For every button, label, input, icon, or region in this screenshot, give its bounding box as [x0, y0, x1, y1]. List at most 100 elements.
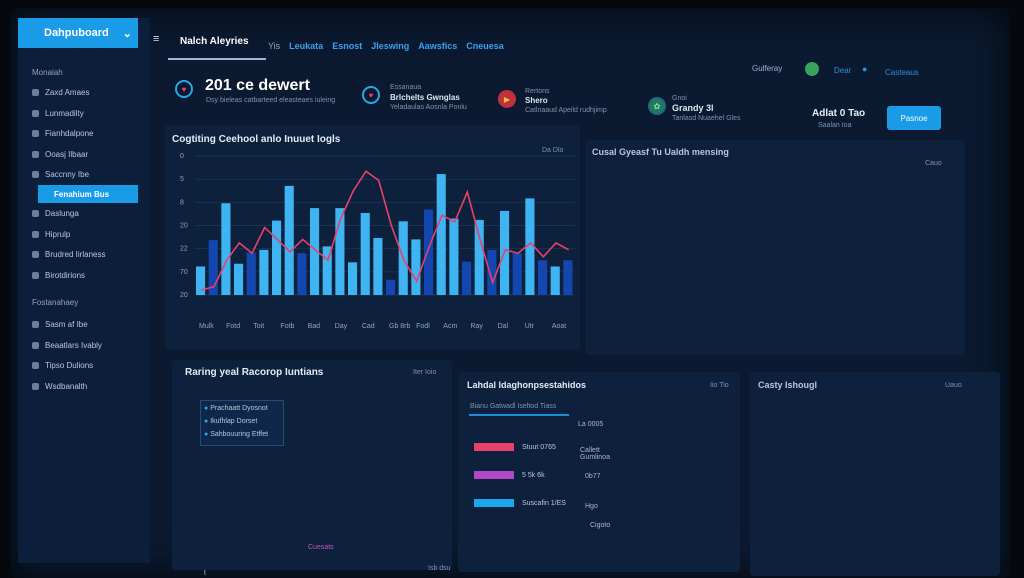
play-icon: ▶ [498, 90, 516, 108]
slice-label: Callett Gumlinoa [580, 447, 610, 461]
nav-link[interactable]: Aawsfics [418, 41, 458, 51]
x-tick-label: Ray [470, 323, 483, 330]
avatar[interactable] [805, 62, 819, 76]
sidebar-item[interactable]: Fianhdalpone [32, 129, 93, 138]
globe-icon [32, 271, 39, 279]
sidebar-item-label: Hiprulp [45, 229, 71, 239]
nav-link[interactable]: Yis [268, 41, 281, 51]
dashboard-selector[interactable]: Dahpuboard ⌄ [18, 18, 138, 48]
progress-underline [469, 414, 569, 416]
bar [373, 238, 383, 295]
bar [297, 253, 307, 295]
x-tick-label: Gb 8rb [389, 323, 411, 330]
y-tick-label: 22 [180, 246, 188, 253]
triangle-icon [32, 210, 39, 217]
sidebar-item[interactable]: Zaxd Amaes [32, 88, 89, 97]
kpi-value: Shero [525, 96, 548, 105]
bar [424, 209, 434, 295]
chart-title: Cogtiting Ceehool anlo Inuuet Iogls [172, 134, 341, 145]
x-tick-label: Toit [253, 323, 264, 330]
bar [208, 240, 218, 295]
kpi-value: Grandy 3l [672, 103, 714, 113]
x-tick-label: Fodl [416, 323, 430, 330]
line-panel [172, 360, 452, 570]
bar [360, 212, 370, 295]
kpi-value: Brlchelts Gwnglas [390, 93, 460, 102]
chart-range[interactable]: Iio Tio [710, 382, 729, 389]
bar [259, 249, 269, 295]
bar [322, 246, 332, 295]
legend-swatch [474, 443, 514, 451]
sidebar-item[interactable]: Beaatlars Ivably [32, 341, 102, 350]
kpi-sub: Tanlasd Nuaehel Gles [672, 115, 741, 122]
bar [474, 219, 484, 295]
nav-link[interactable]: Esnost [332, 41, 363, 51]
chart-range[interactable]: Iter Ioio [413, 369, 437, 376]
legend-swatch [474, 471, 514, 479]
sidebar-item-label: Tipso Dulions [45, 361, 94, 370]
legend-box [200, 400, 284, 446]
primary-button[interactable]: Pasnoe [887, 106, 941, 130]
sidebar-item-label: Sasm af Ibe [45, 320, 88, 329]
sidebar-item[interactable]: Hiprulp [32, 230, 70, 239]
chart-title: Raring yeal Racorop Iuntians [185, 367, 324, 378]
kpi-sub: Catlnaaud Apeild rudhjimp [525, 107, 607, 114]
legend-label: Sahbouuring Etffet [210, 431, 269, 438]
bar [196, 266, 206, 295]
bar-line-panel [165, 125, 580, 350]
chart-range[interactable]: Uauo [945, 382, 962, 389]
sidebar-item[interactable]: Lunmadilty [32, 109, 84, 118]
x-tick-label: Fotb [280, 323, 294, 330]
kpi-label: Essanaua [390, 84, 422, 91]
sidebar-item[interactable]: Wsdbanalth [32, 382, 87, 391]
y-tick-label: 70 [180, 269, 188, 276]
sidebar-item-label: Brudred Iirlaness [45, 250, 106, 259]
x-tick-label: Bad [308, 323, 321, 330]
bar [284, 185, 294, 295]
user-link[interactable]: Dear [834, 66, 852, 75]
chart-range[interactable]: Da Dlo [542, 147, 564, 154]
sidebar-item[interactable]: Birotdirions [32, 271, 85, 280]
nav-links: Yis Leukata Esnost Jleswing Aawsfics Cneuesa [268, 41, 504, 51]
area-panel [585, 140, 965, 355]
x-tick-label: Cad [362, 323, 375, 330]
sidebar-item[interactable]: Tipso Dulions [32, 361, 93, 370]
notification-icon[interactable]: ● [862, 64, 868, 74]
y-tick-label: 0 [180, 153, 184, 160]
calendar-icon [32, 130, 39, 137]
x-tick-label: Mulk [199, 323, 214, 330]
hamburger-icon[interactable]: ≡ [153, 33, 160, 45]
legend-item: ● Prachaatt Dyosnot [204, 405, 268, 412]
sidebar-item-active[interactable]: Fenahium Bus [38, 185, 138, 203]
sidebar-item[interactable]: Brudred Iirlaness [32, 250, 105, 259]
sidebar-item[interactable]: Sasm af Ibe [32, 320, 88, 329]
square-icon [32, 341, 39, 349]
y-tick-label: 5 [180, 176, 184, 183]
legend-item: ● Sahbouuring Etffet [204, 431, 268, 438]
nav-link[interactable]: Leukata [289, 41, 324, 51]
sidebar-item-label: Beaatlars Ivably [45, 340, 102, 350]
nav-link[interactable]: Jleswing [371, 41, 410, 51]
legend-label: Stuut 0765 [522, 443, 556, 451]
tab-active[interactable]: Nalch Aleyries [180, 36, 249, 47]
sidebar-item[interactable]: Ooasj Ilbaar [32, 150, 88, 159]
bar [246, 252, 256, 295]
account-link[interactable]: Casteaus [885, 68, 919, 77]
sidebar-item[interactable]: Saccnny Ibe [32, 170, 89, 179]
sidebar-item-label: Fianhdalpone [45, 129, 94, 138]
x-tick-label: Fotd [226, 323, 240, 330]
nav-link[interactable]: Cneuesa [466, 41, 504, 51]
legend-label: Prachaatt Dyosnot [210, 405, 268, 412]
bar [449, 218, 459, 295]
chart-title: Cusal Gyeasf Tu Ualdh mensing [592, 147, 729, 157]
chevron-down-icon: ⌄ [122, 27, 132, 40]
kpi-label: Rertons [525, 88, 550, 95]
kpi-label: Gnoi [672, 95, 687, 102]
kpi-sub: Dsy bieleas catbarteed eleasteaes iulein… [206, 97, 336, 104]
sidebar-item-label: Birotdirions [45, 270, 86, 280]
bar [538, 260, 548, 295]
chart-range[interactable]: Cauo [925, 160, 942, 167]
sidebar-item[interactable]: Daslunga [32, 209, 79, 218]
circle-icon [32, 362, 39, 369]
x-tick-label: Day [335, 323, 348, 330]
